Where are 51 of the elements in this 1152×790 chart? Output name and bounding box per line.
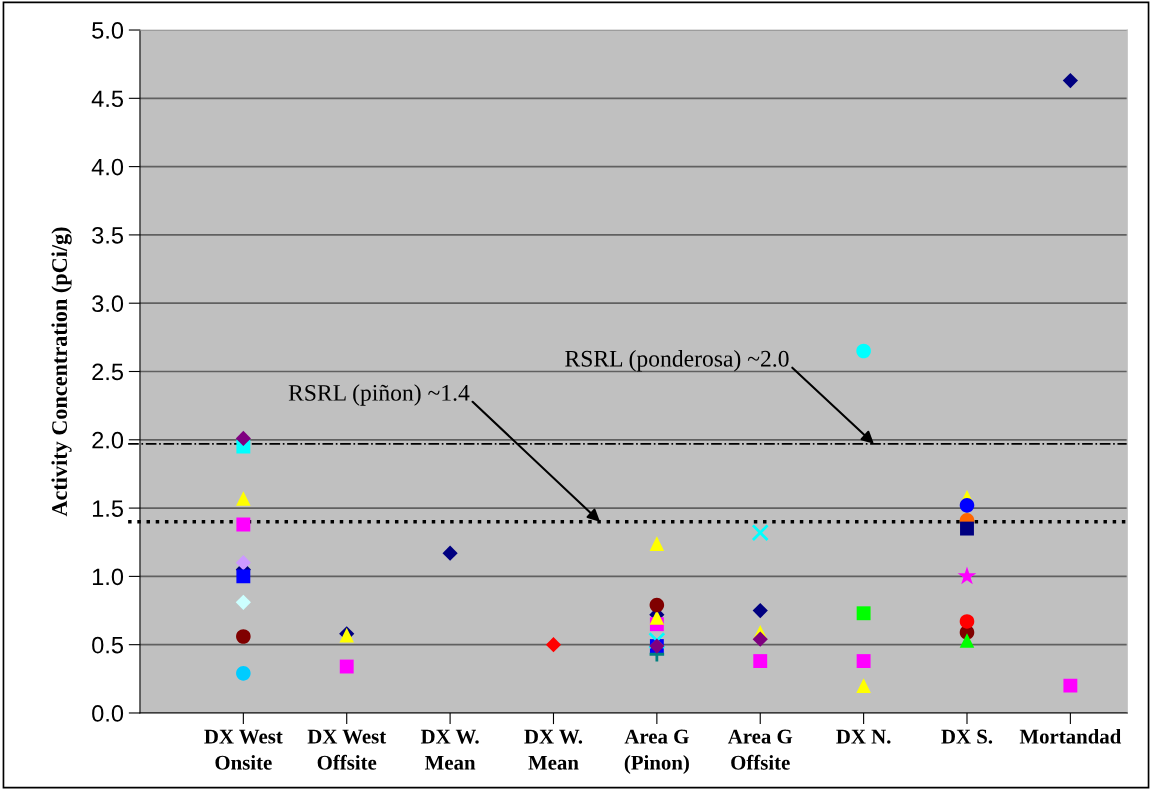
- point: [649, 597, 665, 613]
- point: [856, 343, 871, 359]
- point: [339, 659, 354, 674]
- point: [648, 631, 666, 650]
- y-axis-title: Activity Concentration (pCi/g): [51, 227, 72, 517]
- y-tick-label: 2.5: [92, 363, 124, 381]
- x-tick-label: Area G Offsite: [727, 729, 793, 770]
- point: [960, 521, 974, 536]
- y-tick-label: 0.5: [92, 636, 124, 654]
- point: [957, 566, 977, 585]
- ref-line-label: RSRL (piñon) ~1.4: [288, 384, 470, 406]
- point: [751, 524, 769, 542]
- point: [752, 602, 768, 619]
- point: [959, 614, 975, 629]
- ref-line-label: RSRL (ponderosa) ~2.0: [565, 350, 789, 372]
- point: [236, 666, 251, 681]
- point: [1063, 678, 1078, 693]
- point: [236, 629, 251, 644]
- y-tick-label: 4.0: [91, 158, 124, 176]
- x-tick-label: DX West Onsite: [204, 729, 283, 770]
- y-tick-label: 0.0: [92, 705, 124, 722]
- x-tick-label: DX N.: [836, 729, 891, 744]
- point: [959, 498, 975, 513]
- point: [545, 637, 562, 653]
- y-tick-label: 5.0: [92, 22, 124, 39]
- point: [235, 430, 251, 447]
- point: [752, 631, 768, 647]
- x-tick-label: DX W. Mean: [420, 729, 479, 770]
- point: [235, 594, 251, 610]
- point: [1062, 72, 1078, 89]
- point: [236, 491, 251, 506]
- point: [235, 555, 251, 571]
- x-tick-label: Mortandad: [1019, 728, 1122, 744]
- x-tick-label: DX West Offsite: [307, 729, 387, 770]
- y-tick-label: 1.0: [92, 568, 124, 586]
- point: [856, 654, 871, 669]
- y-tick-label: 3.5: [92, 226, 124, 244]
- point: [959, 633, 975, 648]
- point: [236, 517, 251, 532]
- x-tick-label: DX S.: [941, 729, 993, 744]
- point: [753, 654, 768, 669]
- x-tick-label: Area G (Pinon): [624, 729, 689, 774]
- x-tick-label: DX W. Mean: [524, 729, 583, 770]
- point: [856, 678, 871, 693]
- point: [442, 545, 458, 561]
- point: [856, 606, 871, 621]
- y-tick-label: 2.0: [92, 431, 124, 449]
- point: [649, 536, 665, 551]
- y-tick-label: 3.0: [92, 295, 124, 312]
- y-tick-label: 1.5: [92, 500, 124, 517]
- y-tick-label: 4.5: [91, 90, 124, 108]
